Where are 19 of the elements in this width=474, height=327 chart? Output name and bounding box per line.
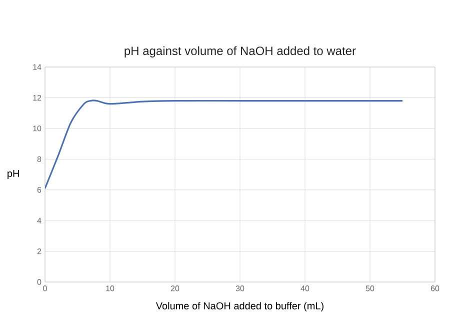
- line-series: [45, 100, 404, 190]
- x-tick-label: 10: [106, 286, 114, 292]
- x-tick-label: 30: [236, 286, 244, 292]
- x-tick-label: 40: [300, 286, 310, 292]
- y-tick-label: 12: [33, 94, 42, 101]
- y-tick-label: 6: [37, 187, 42, 193]
- chart-title: pH against volume of NaOH added to water: [124, 46, 356, 58]
- y-tick-label: 14: [33, 64, 42, 70]
- x-tick-label: 60: [430, 286, 440, 292]
- x-axis-title: Volume of NaOH added to buffer (mL): [156, 302, 324, 312]
- y-tick-label: 10: [33, 126, 42, 132]
- y-tick-label: 0: [37, 279, 42, 285]
- y-tick-label: 4: [37, 218, 42, 224]
- y-tick-label: 2: [37, 248, 42, 254]
- y-tick-label: 8: [37, 156, 42, 162]
- x-tick-label: 0: [43, 286, 47, 292]
- x-tick-label: 20: [170, 286, 180, 292]
- x-tick-label: 50: [366, 286, 374, 292]
- y-axis-title: pH: [8, 170, 19, 179]
